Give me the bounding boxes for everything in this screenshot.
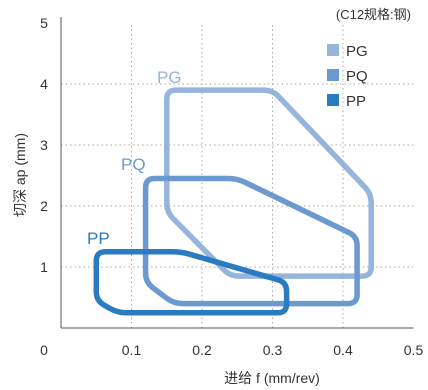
y-tick-label: 4 [40, 76, 48, 92]
tick-labels: 0 0.1 0.2 0.3 0.4 0.5 1 2 3 4 5 [40, 15, 423, 358]
x-tick-label: 0.3 [263, 342, 283, 358]
x-tick-label: 0.2 [192, 342, 212, 358]
y-tick-label: 2 [40, 198, 48, 214]
region-outline-pp [93, 249, 290, 316]
legend-label-pp: PP [346, 93, 366, 110]
legend-swatch-pg [327, 44, 339, 56]
application-regions [93, 87, 374, 316]
legend-item-pp: PP [327, 93, 366, 110]
x-tick-label: 0.5 [404, 342, 424, 358]
chart-title: (C12规格:钢) [336, 7, 411, 22]
x-tick-label: 0.1 [122, 342, 142, 358]
legend-label-pq: PQ [346, 68, 368, 85]
region-outline-pg [164, 87, 374, 279]
origin-tick-label: 0 [40, 342, 48, 358]
x-tick-label: 0.4 [333, 342, 353, 358]
legend-item-pg: PG [327, 43, 368, 60]
region-label-pp: PP [87, 229, 110, 248]
legend: PG PQ PP [327, 43, 368, 110]
region-label-pq: PQ [121, 155, 146, 174]
y-tick-label: 1 [40, 259, 48, 275]
legend-swatch-pq [327, 69, 339, 81]
y-axis-label: 切深 ap (mm) [12, 133, 28, 217]
y-tick-label: 5 [40, 15, 48, 31]
legend-label-pg: PG [346, 43, 368, 60]
y-tick-label: 3 [40, 137, 48, 153]
region-outline-pq [142, 175, 360, 307]
legend-item-pq: PQ [327, 68, 368, 85]
region-label-pg: PG [157, 68, 182, 87]
legend-swatch-pp [327, 94, 339, 106]
axes [60, 17, 414, 329]
x-axis-label: 进给 f (mm/rev) [224, 370, 320, 386]
